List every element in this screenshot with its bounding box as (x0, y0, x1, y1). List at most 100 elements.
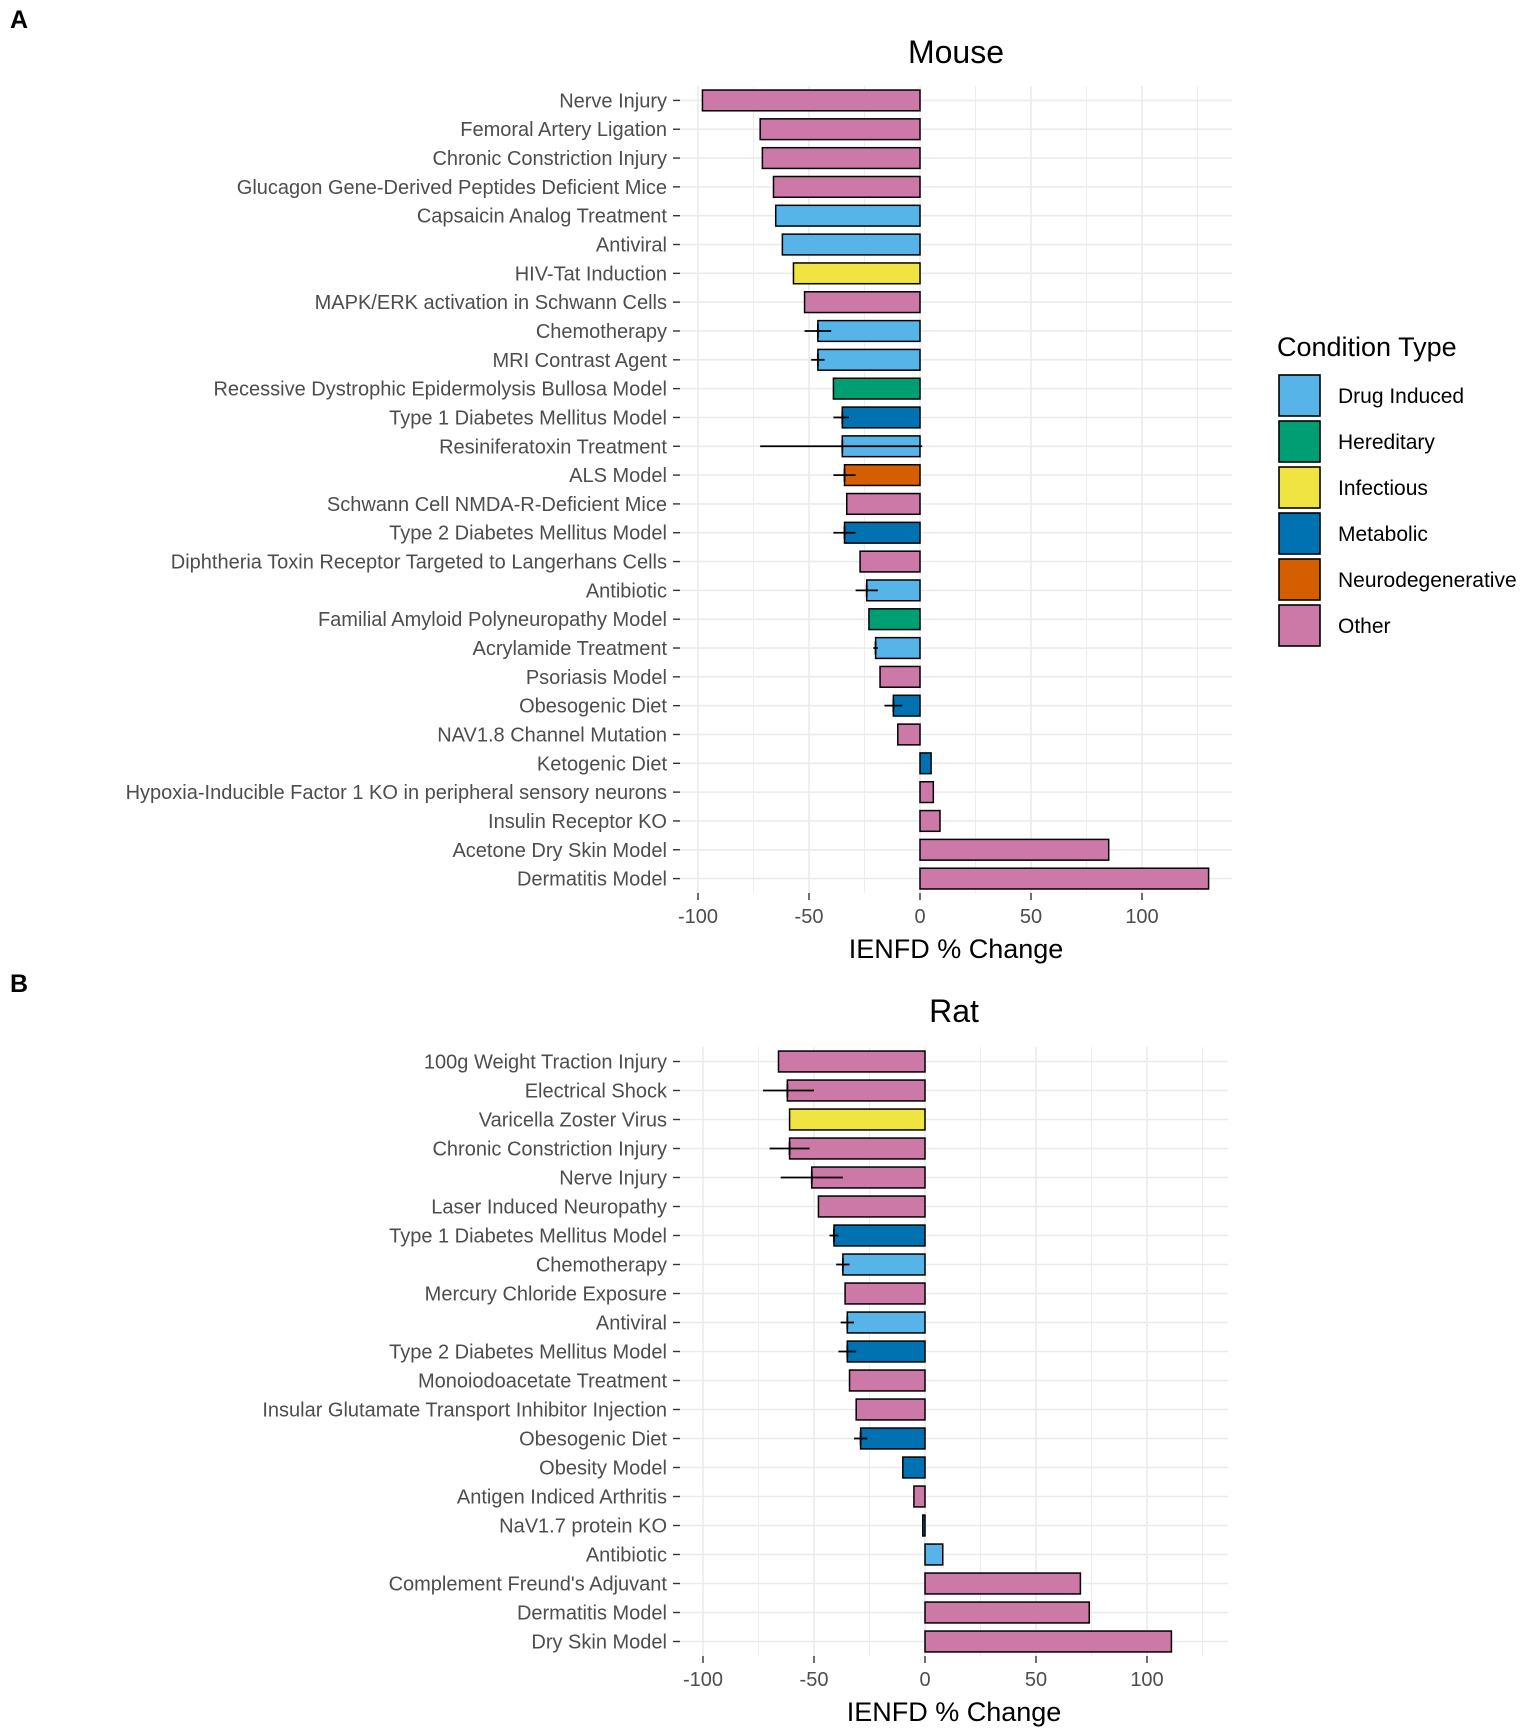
category-label: Hypoxia-Inducible Factor 1 KO in periphe… (126, 782, 667, 804)
bar (919, 867, 1210, 890)
category-label: Capsaicin Analog Treatment (417, 206, 668, 228)
category-label: NAV1.8 Channel Mutation (437, 724, 667, 746)
chart-title: Mouse (908, 34, 1004, 70)
category-label: 100g Weight Traction Injury (424, 1052, 667, 1074)
category-label: Insular Glutamate Transport Inhibitor In… (262, 1400, 667, 1422)
category-label: Type 1 Diabetes Mellitus Model (389, 407, 667, 429)
category-label: Mercury Chloride Exposure (425, 1284, 667, 1306)
panel-b: B Rat 100g Weight Traction Injury Electrica… (10, 970, 1228, 1727)
bar (761, 146, 921, 170)
bar (924, 1572, 1082, 1595)
category-label: Recessive Dystrophic Epidermolysis Bullo… (213, 379, 667, 401)
category-label: Familial Amyloid Polyneuropathy Model (318, 609, 667, 631)
bar (843, 521, 921, 544)
category-label: Monoiodoacetate Treatment (418, 1371, 667, 1393)
x-tick-label: -100 (683, 1669, 723, 1691)
bar (874, 636, 921, 660)
category-label: Antiviral (596, 235, 667, 257)
panel-label: A (10, 6, 28, 34)
bar (924, 1543, 944, 1566)
x-tick-label: -50 (800, 1669, 829, 1691)
bar (924, 1601, 1091, 1624)
category-label: Insulin Receptor KO (488, 811, 667, 833)
bar (774, 204, 921, 227)
category-label: Ketogenic Diet (537, 753, 668, 775)
bar (842, 1253, 926, 1276)
legend-swatch (1278, 512, 1321, 555)
bar (845, 492, 921, 516)
category-label: Chemotherapy (536, 1255, 667, 1277)
bar (846, 1311, 926, 1334)
bar (781, 233, 921, 256)
category-label: Diphtheria Toxin Receptor Targeted to La… (171, 552, 667, 574)
bar (902, 1456, 926, 1479)
bar (777, 1050, 926, 1073)
category-label: Chronic Constriction Injury (432, 1139, 667, 1161)
bars (701, 89, 1210, 890)
x-tick-label: -100 (678, 906, 718, 928)
bar (832, 377, 921, 400)
bar (788, 1137, 926, 1160)
bar (701, 89, 921, 112)
bar (841, 406, 921, 429)
bar (859, 550, 921, 573)
bar (817, 1195, 926, 1218)
category-label: Antiviral (596, 1313, 667, 1335)
category-label: Acetone Dry Skin Model (452, 840, 667, 862)
bar (817, 348, 921, 371)
bar (759, 118, 921, 141)
category-label: Dermatitis Model (517, 1603, 667, 1625)
bar (843, 463, 921, 487)
bar (833, 1224, 926, 1247)
bar (848, 1369, 926, 1392)
category-label: Chemotherapy (536, 321, 667, 343)
bar (772, 175, 921, 199)
category-label: Dry Skin Model (531, 1632, 667, 1654)
legend-label: Hereditary (1338, 431, 1435, 454)
legend-swatch (1278, 558, 1321, 601)
category-label: Antigen Indiced Arthritis (457, 1487, 667, 1509)
category-label: ALS Model (569, 465, 667, 487)
x-tick-label: 50 (1025, 1669, 1047, 1691)
panel-label: B (10, 970, 28, 998)
category-label: MRI Contrast Agent (492, 350, 667, 372)
legend-swatch (1278, 604, 1321, 647)
category-label: HIV-Tat Induction (515, 263, 667, 285)
bar (919, 809, 941, 833)
category-label: Laser Induced Neuropathy (431, 1197, 667, 1219)
x-tick-label: 100 (1130, 1669, 1163, 1691)
bar (913, 1485, 926, 1508)
category-label: Type 1 Diabetes Mellitus Model (389, 1226, 667, 1248)
category-label: Antibiotic (586, 580, 667, 602)
x-axis-title: IENFD % Change (849, 934, 1064, 964)
category-label: Glucagon Gene-Derived Peptides Deficient… (237, 177, 667, 199)
x-tick-label: 100 (1125, 906, 1158, 928)
legend-label: Drug Induced (1338, 385, 1464, 408)
category-label: Dermatitis Model (517, 869, 667, 891)
bar (919, 838, 1110, 861)
x-axis-title: IENFD % Change (847, 1697, 1062, 1727)
bar (919, 780, 935, 804)
category-label: Type 2 Diabetes Mellitus Model (389, 1342, 667, 1364)
bar (868, 608, 921, 631)
category-label: Obesogenic Diet (519, 1429, 667, 1451)
legend-swatch (1278, 374, 1321, 417)
bar (788, 1108, 926, 1131)
category-label: Chronic Constriction Injury (432, 148, 667, 170)
category-label: Schwann Cell NMDA-R-Deficient Mice (327, 494, 667, 516)
chart-title: Rat (929, 993, 979, 1029)
panel-a: A Mouse Nerve Injury Femoral Artery Ligatio… (10, 6, 1232, 964)
category-label: Psoriasis Model (526, 667, 667, 689)
bar (859, 1427, 926, 1450)
bar (817, 319, 921, 343)
category-label: Acrylamide Treatment (472, 638, 667, 660)
x-tick-label: 0 (914, 906, 925, 928)
legend-title: Condition Type (1277, 332, 1457, 362)
bar (922, 1514, 926, 1537)
category-label: Complement Freund's Adjuvant (389, 1574, 668, 1596)
bars (762, 1050, 1173, 1653)
category-label: Antibiotic (586, 1545, 667, 1567)
gridlines (680, 86, 1232, 893)
bar (924, 1630, 1173, 1653)
